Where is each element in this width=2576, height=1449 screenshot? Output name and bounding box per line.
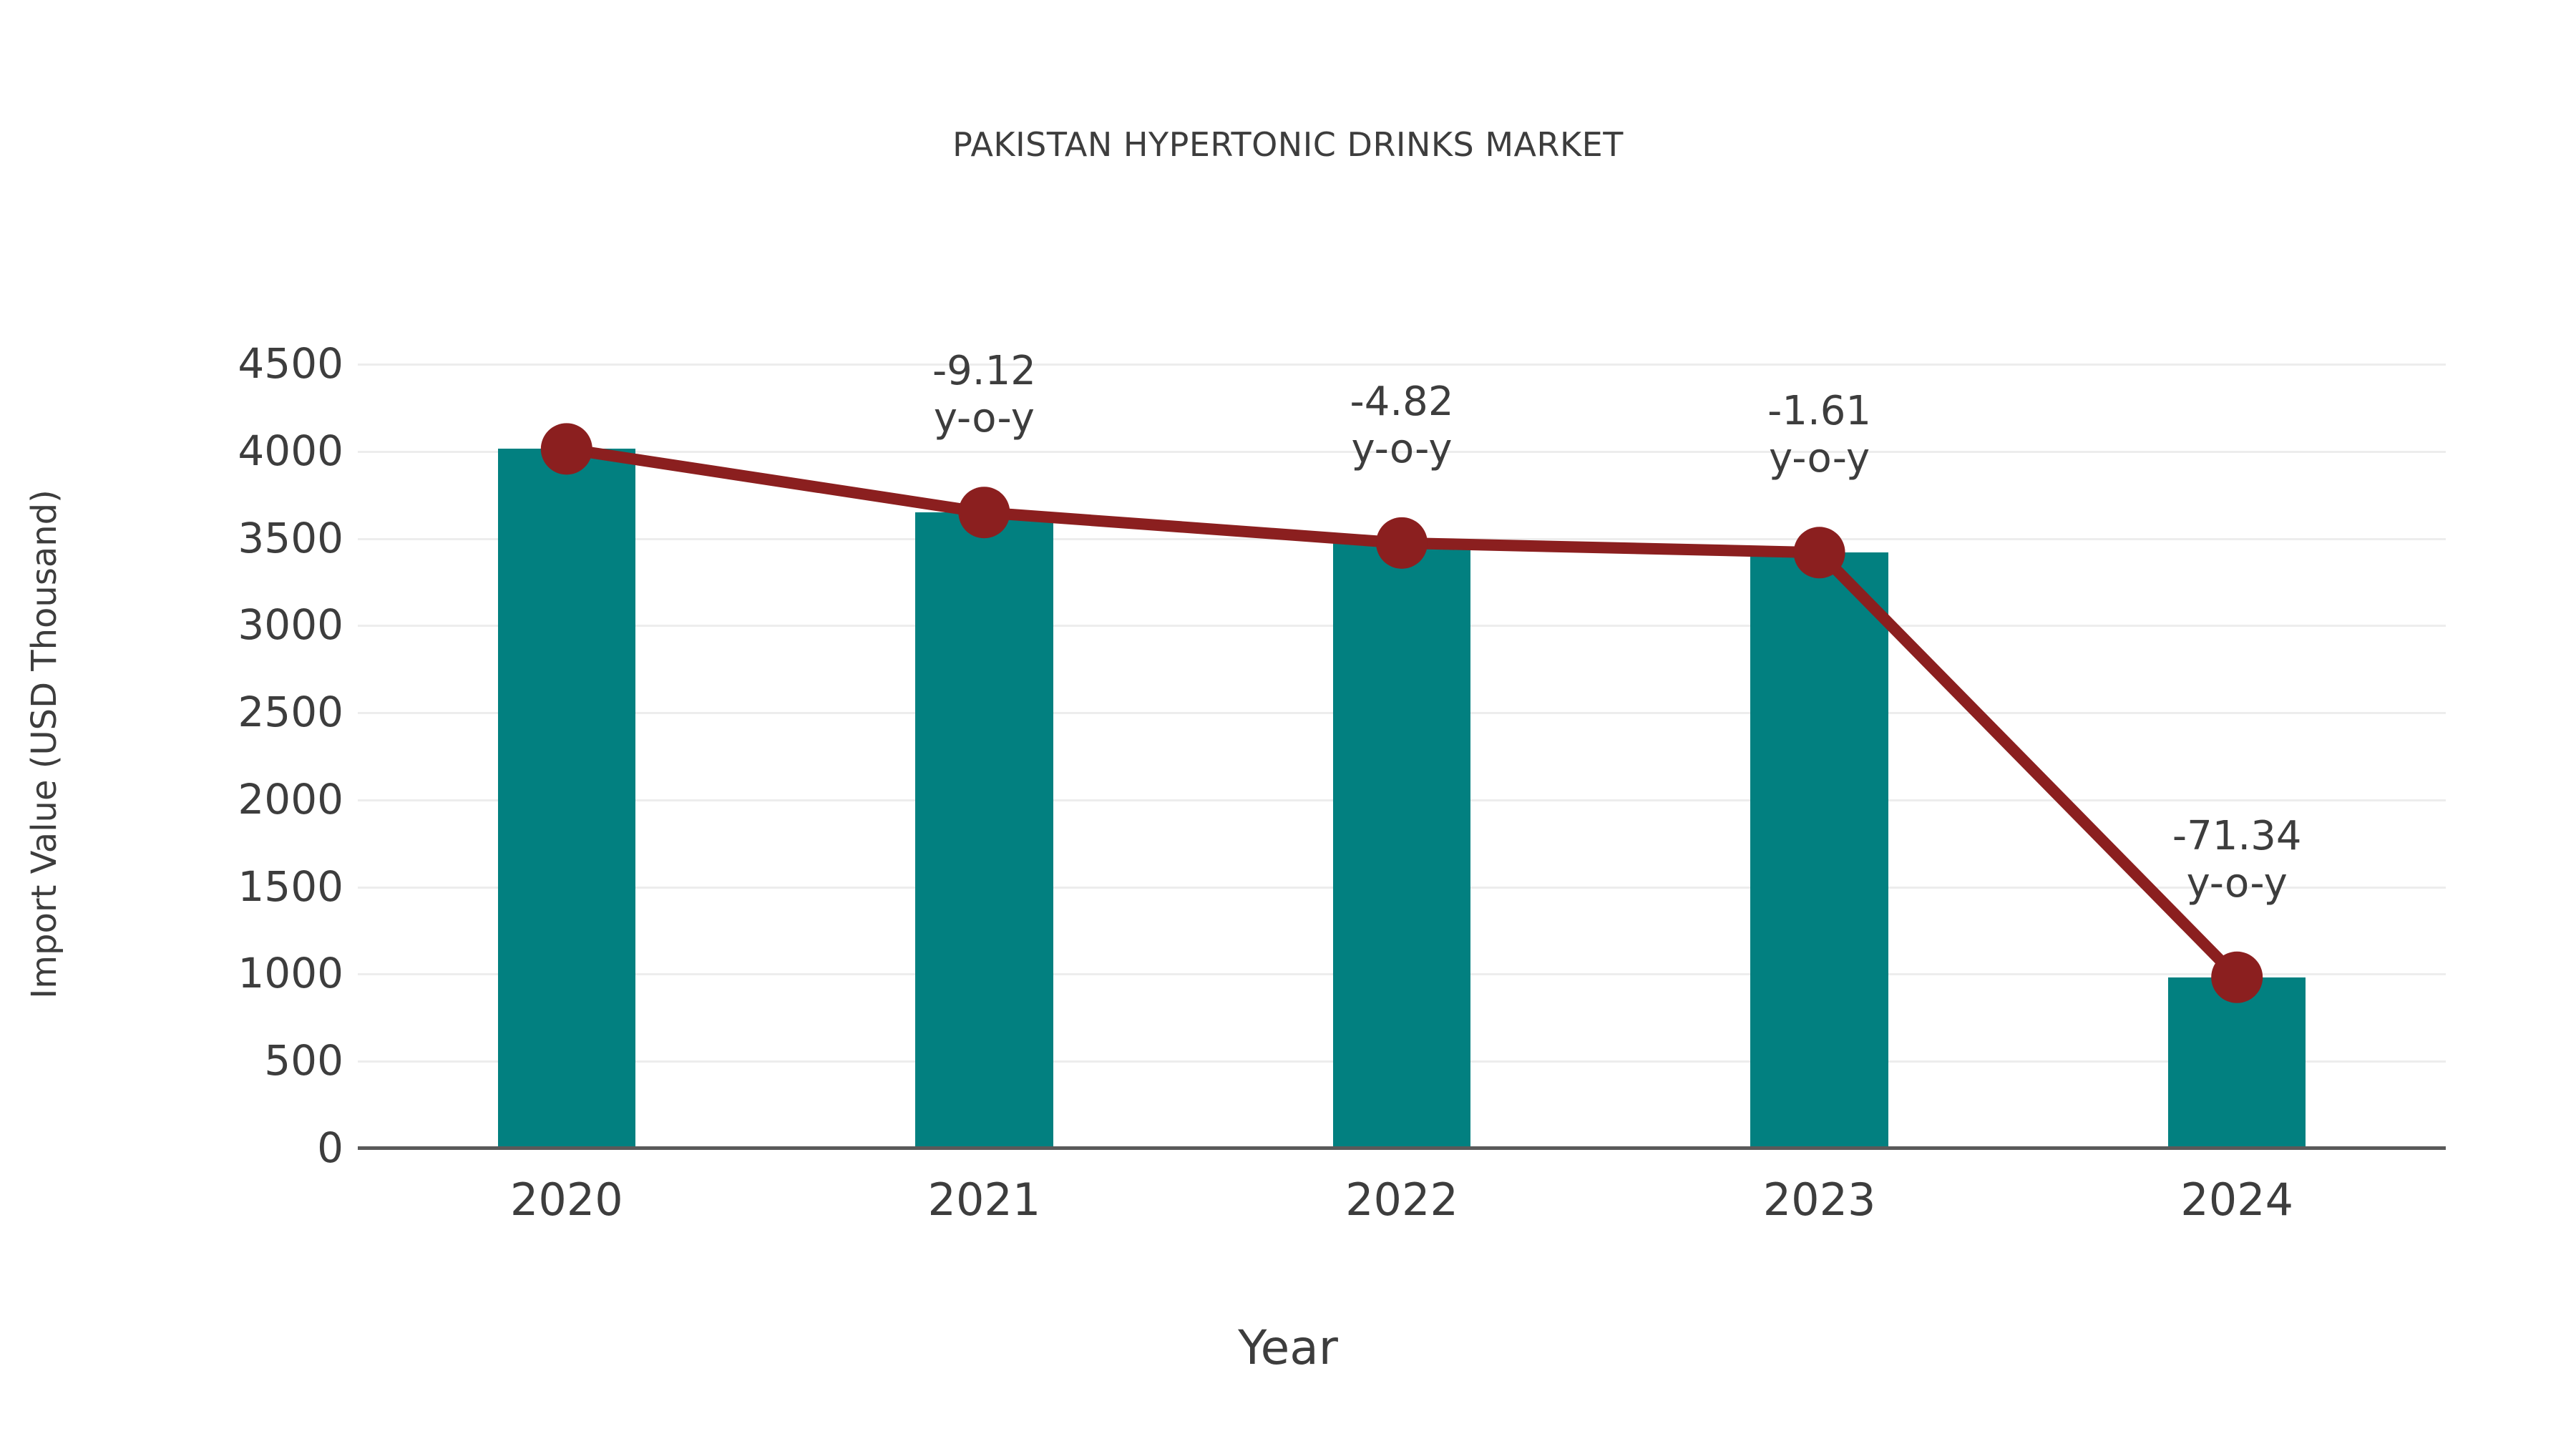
x-axis-tick-label-2021: 2021 xyxy=(927,1174,1041,1226)
y-axis-tick-label: 1500 xyxy=(238,862,343,911)
yoy-annotation-2023: -1.61 y-o-y xyxy=(1767,388,1871,482)
x-axis-tick-label-2022: 2022 xyxy=(1345,1174,1458,1226)
y-axis-tick-label: 3500 xyxy=(238,513,343,562)
y-axis-tick-label: 2000 xyxy=(238,774,343,824)
x-axis-line xyxy=(358,1146,2446,1150)
yoy-value-label: -71.34 xyxy=(2172,812,2302,859)
y-axis-tick-label: 1000 xyxy=(238,949,343,998)
y-axis-tick-label: 2500 xyxy=(238,688,343,737)
bar-2022[interactable] xyxy=(1332,542,1471,1148)
x-axis-tick-label-2023: 2023 xyxy=(1762,1174,1876,1226)
bar-2023[interactable] xyxy=(1750,552,1888,1148)
yoy-unit-label: y-o-y xyxy=(1351,425,1453,472)
bar-2020[interactable] xyxy=(497,449,636,1148)
yoy-annotation-2021: -9.12 y-o-y xyxy=(932,348,1036,442)
bar-2021[interactable] xyxy=(915,512,1053,1148)
chart-title: PAKISTAN HYPERTONIC DRINKS MARKET xyxy=(952,125,1624,164)
y-axis-tick-label: 4500 xyxy=(238,339,343,388)
yoy-annotation-2022: -4.82 y-o-y xyxy=(1350,379,1454,473)
yoy-value-label: -9.12 xyxy=(932,348,1036,395)
x-axis-tick-label-2024: 2024 xyxy=(2180,1174,2294,1226)
yoy-value-label: -4.82 xyxy=(1350,378,1454,425)
yoy-unit-label: y-o-y xyxy=(2186,859,2288,907)
yoy-unit-label: y-o-y xyxy=(1769,435,1870,482)
x-axis-title: Year xyxy=(1238,1320,1338,1375)
y-axis-title: Import Value (USD Thousand) xyxy=(24,489,64,999)
y-axis-tick-label: 4000 xyxy=(238,426,343,475)
y-axis-tick-label: 500 xyxy=(264,1036,343,1085)
gridline xyxy=(358,537,2446,540)
yoy-annotation-2024: -71.34 y-o-y xyxy=(2172,813,2302,907)
bar-2024[interactable] xyxy=(2167,977,2306,1148)
yoy-unit-label: y-o-y xyxy=(933,395,1035,442)
x-axis-tick-label-2020: 2020 xyxy=(509,1174,623,1226)
y-axis-tick-label: 0 xyxy=(317,1123,343,1172)
yoy-value-label: -1.61 xyxy=(1767,388,1872,435)
gridline xyxy=(358,364,2446,366)
plot-area xyxy=(358,364,2446,1150)
y-axis-tick-label: 3000 xyxy=(238,600,343,650)
